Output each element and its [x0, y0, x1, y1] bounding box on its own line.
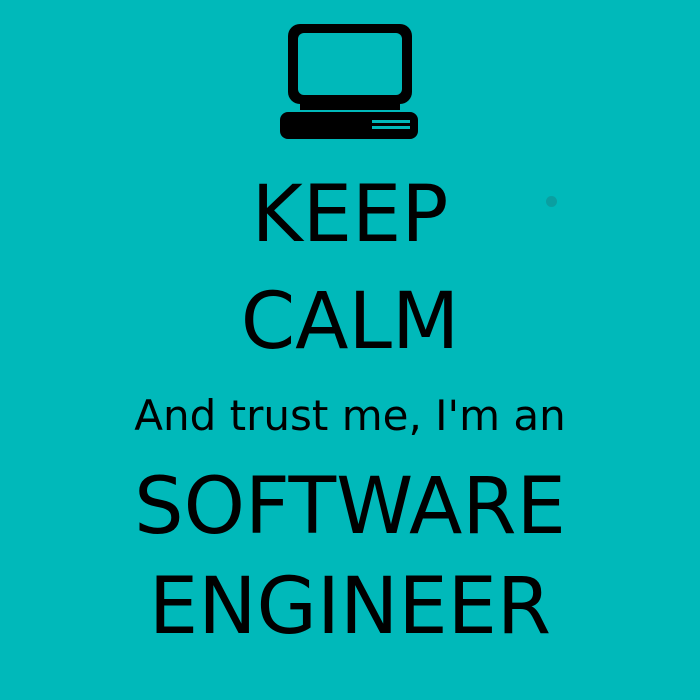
decorative-dot	[546, 196, 557, 207]
headline-keep: KEEP	[251, 170, 449, 260]
headline-engineer: ENGINEER	[148, 562, 552, 652]
headline-software: SOFTWARE	[134, 462, 566, 552]
headline-calm: CALM	[240, 277, 460, 367]
computer-terminal-icon	[280, 22, 420, 142]
subline-trust-me: And trust me, I'm an	[134, 391, 566, 440]
